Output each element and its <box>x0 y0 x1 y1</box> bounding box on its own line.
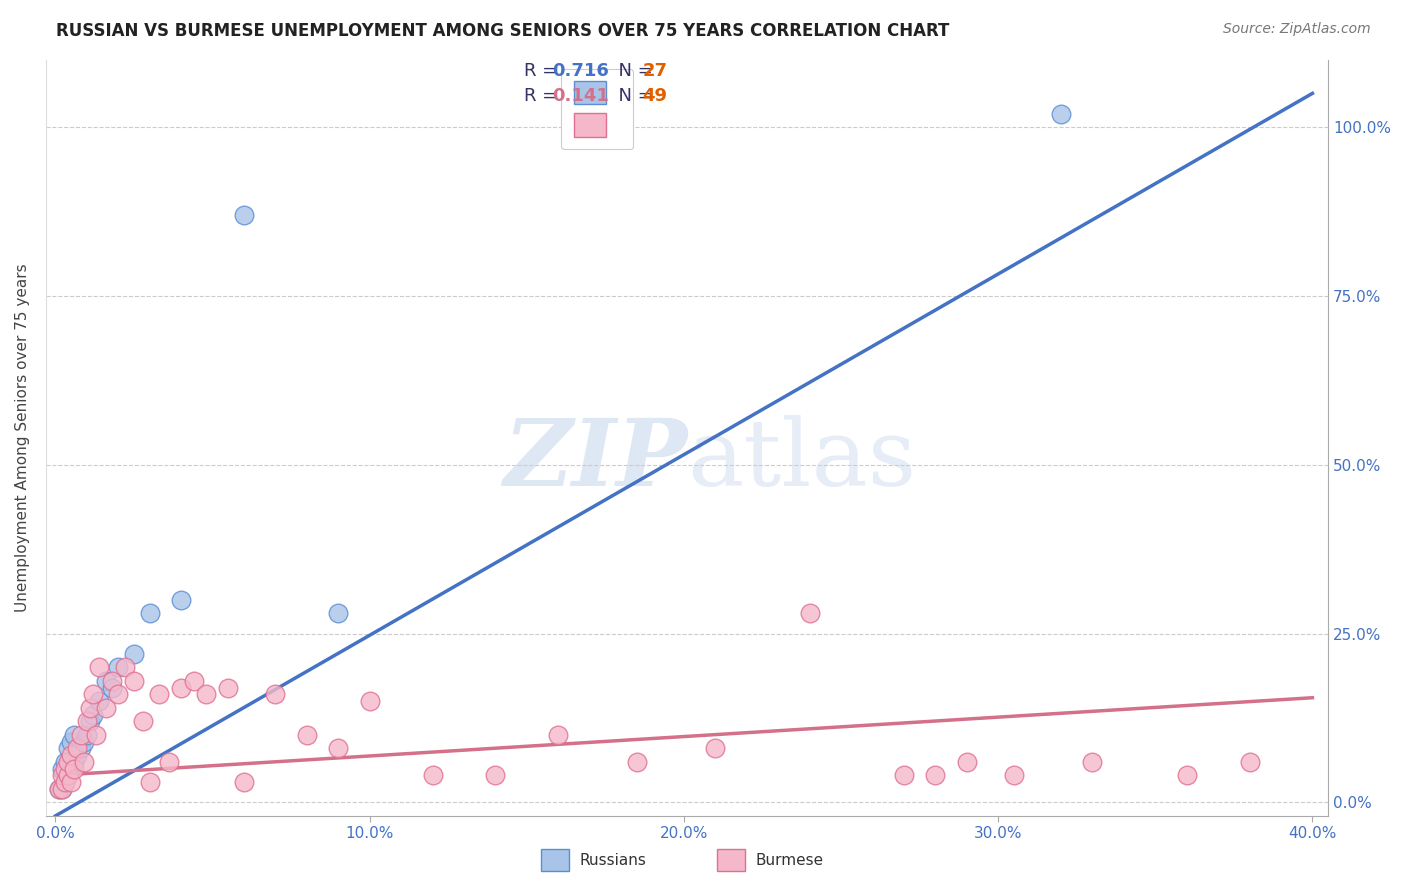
Point <box>295 728 318 742</box>
Point <box>82 687 104 701</box>
Point <box>233 208 256 222</box>
Point <box>51 762 73 776</box>
Point <box>56 755 79 769</box>
Point <box>924 768 946 782</box>
Point <box>73 755 96 769</box>
Point <box>893 768 915 782</box>
Point <box>73 734 96 748</box>
Point <box>66 748 89 763</box>
Point <box>89 660 111 674</box>
Point <box>101 681 124 695</box>
Text: N =: N = <box>607 87 659 105</box>
FancyBboxPatch shape <box>717 849 745 871</box>
Point <box>56 768 79 782</box>
Point <box>53 755 76 769</box>
Point <box>422 768 444 782</box>
Point <box>48 781 70 796</box>
FancyBboxPatch shape <box>541 849 569 871</box>
Point <box>1002 768 1025 782</box>
Point <box>51 781 73 796</box>
Point <box>799 607 821 621</box>
Point <box>51 768 73 782</box>
Text: RUSSIAN VS BURMESE UNEMPLOYMENT AMONG SENIORS OVER 75 YEARS CORRELATION CHART: RUSSIAN VS BURMESE UNEMPLOYMENT AMONG SE… <box>56 22 949 40</box>
Point <box>69 741 91 756</box>
Point <box>170 681 193 695</box>
Point <box>69 728 91 742</box>
Point <box>233 775 256 789</box>
Point <box>60 734 83 748</box>
Text: 49: 49 <box>643 87 668 105</box>
Point <box>53 775 76 789</box>
Point <box>51 781 73 796</box>
Text: R =: R = <box>524 87 564 105</box>
Point <box>60 775 83 789</box>
Legend: , : , <box>561 69 634 149</box>
Text: 27: 27 <box>643 62 668 80</box>
Point <box>53 762 76 776</box>
Point <box>84 728 107 742</box>
Point <box>195 687 218 701</box>
Point <box>1050 106 1073 120</box>
Point <box>122 647 145 661</box>
Point <box>63 762 86 776</box>
Point <box>170 592 193 607</box>
Point <box>60 748 83 763</box>
Point <box>328 741 350 756</box>
Point <box>956 755 979 769</box>
Point <box>1081 755 1104 769</box>
Text: Russians: Russians <box>581 853 647 868</box>
Point <box>132 714 155 729</box>
Point <box>63 755 86 769</box>
Point <box>107 660 129 674</box>
Point <box>94 701 117 715</box>
Point <box>76 728 98 742</box>
Point <box>53 775 76 789</box>
Text: Burmese: Burmese <box>756 853 824 868</box>
Point <box>48 781 70 796</box>
Text: N =: N = <box>607 62 659 80</box>
Point <box>138 607 160 621</box>
Point <box>704 741 727 756</box>
Point <box>1175 768 1198 782</box>
Point <box>60 762 83 776</box>
Point <box>328 607 350 621</box>
Text: atlas: atlas <box>688 416 917 506</box>
Text: 0.141: 0.141 <box>553 87 609 105</box>
Point <box>148 687 170 701</box>
Text: R =: R = <box>524 62 564 80</box>
Point <box>1239 755 1261 769</box>
Point <box>101 673 124 688</box>
Point <box>56 768 79 782</box>
Point <box>359 694 381 708</box>
Point <box>82 707 104 722</box>
Point <box>94 673 117 688</box>
Point <box>122 673 145 688</box>
Text: Source: ZipAtlas.com: Source: ZipAtlas.com <box>1223 22 1371 37</box>
Point <box>626 755 648 769</box>
Point <box>89 694 111 708</box>
Point <box>66 741 89 756</box>
Y-axis label: Unemployment Among Seniors over 75 years: Unemployment Among Seniors over 75 years <box>15 263 30 612</box>
Text: 0.716: 0.716 <box>553 62 609 80</box>
Point <box>217 681 239 695</box>
Point <box>157 755 180 769</box>
Point <box>79 701 101 715</box>
Point <box>76 714 98 729</box>
Point <box>264 687 287 701</box>
Point <box>79 714 101 729</box>
Point <box>107 687 129 701</box>
Point <box>63 728 86 742</box>
Point <box>547 728 569 742</box>
Text: ZIP: ZIP <box>503 416 688 506</box>
Point <box>484 768 506 782</box>
Point <box>183 673 205 688</box>
Point <box>56 741 79 756</box>
Point <box>114 660 136 674</box>
Point <box>138 775 160 789</box>
